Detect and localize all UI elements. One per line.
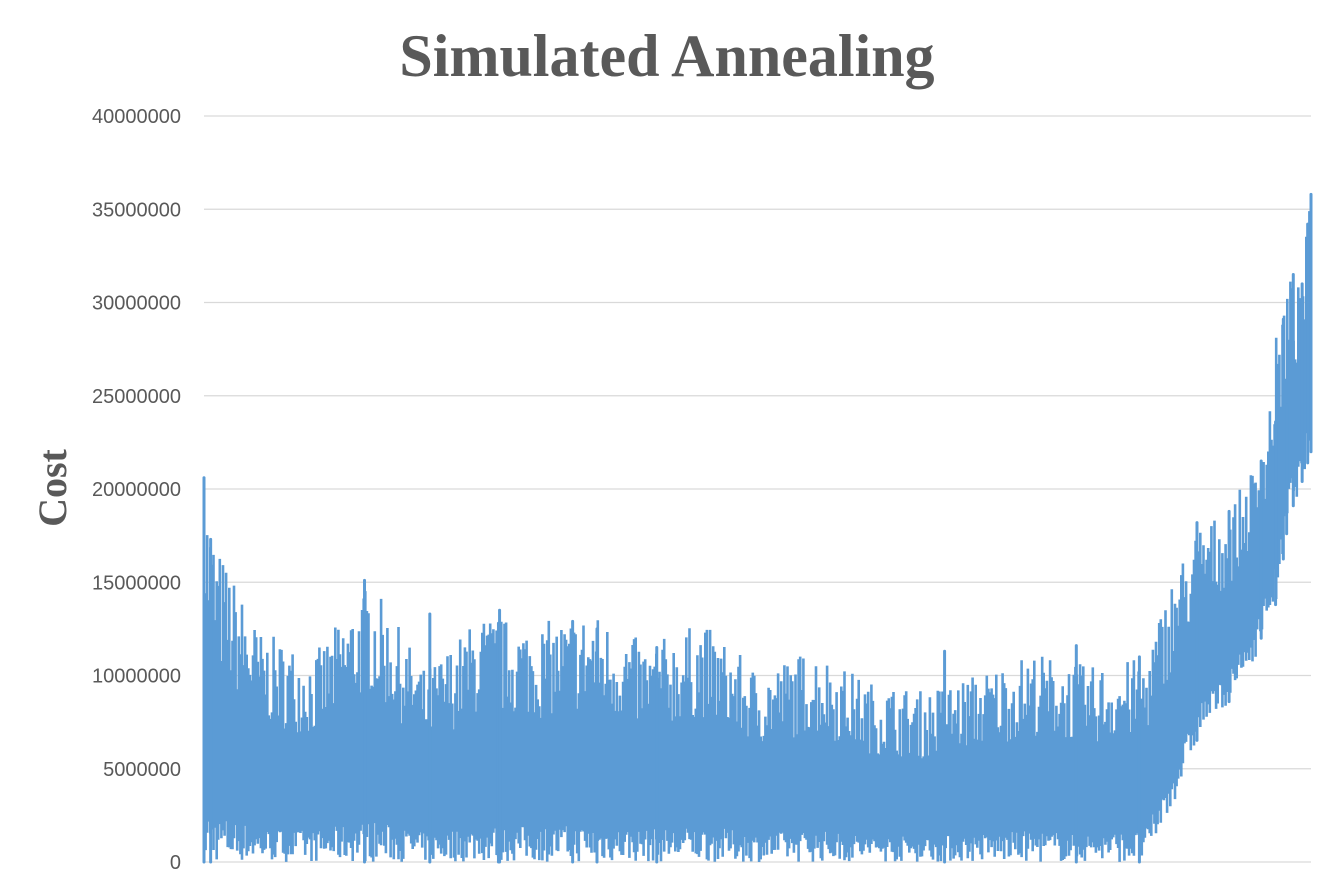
series-line <box>202 211 1313 862</box>
y-tick-label: 35000000 <box>92 199 181 221</box>
y-tick-label: 10000000 <box>92 666 181 688</box>
plot-area <box>202 192 1313 864</box>
y-axis-label: Cost <box>30 448 75 526</box>
y-tick-labels: 0 5000000 10000000 15000000 20000000 25000000… <box>92 106 181 874</box>
y-tick-label: 40000000 <box>92 106 181 128</box>
y-tick-label: 30000000 <box>92 293 181 315</box>
chart-title: Simulated Annealing <box>399 23 934 89</box>
y-tick-label: 15000000 <box>92 572 181 594</box>
y-tick-label: 20000000 <box>92 479 181 501</box>
y-tick-label: 0 <box>170 852 181 874</box>
y-tick-label: 25000000 <box>92 386 181 408</box>
y-tick-label: 5000000 <box>103 759 181 781</box>
